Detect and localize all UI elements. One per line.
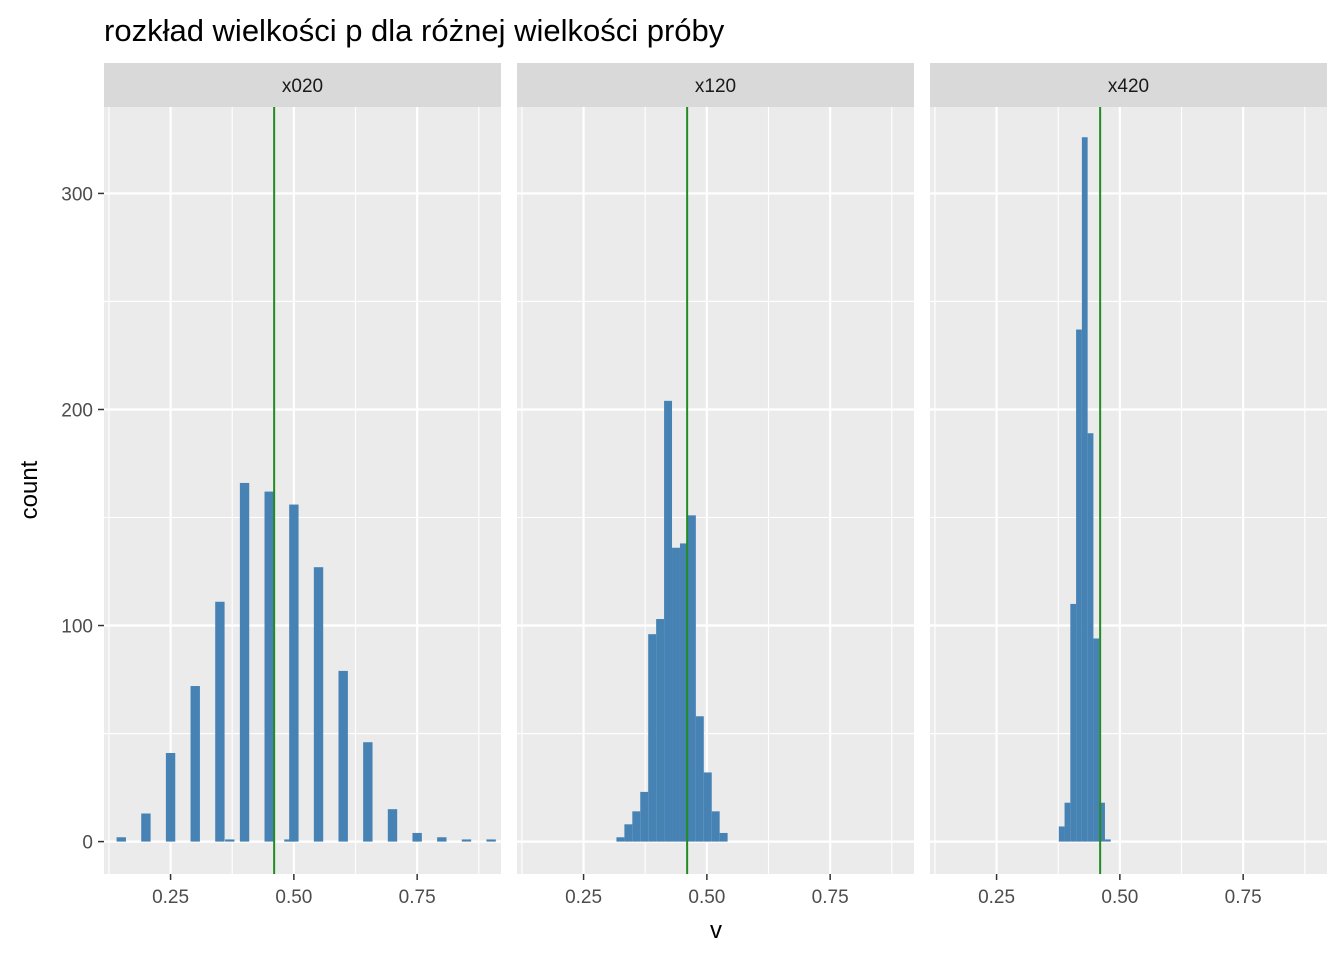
histogram-bar: [225, 839, 235, 842]
histogram-bar: [616, 837, 625, 842]
histogram-bar: [1087, 433, 1094, 842]
y-tick-label: 300: [61, 184, 93, 205]
y-tick-label: 200: [61, 400, 93, 421]
histogram-bar: [461, 839, 472, 842]
histogram-bar: [289, 504, 299, 842]
histogram-bar: [1070, 603, 1077, 842]
facet-strip-label: x420: [1108, 76, 1149, 97]
histogram-bar: [239, 482, 250, 842]
histogram-bar: [624, 824, 633, 842]
histogram-bar: [264, 491, 274, 842]
histogram-bar: [284, 839, 294, 842]
histogram-bar: [656, 619, 665, 842]
histogram-bar: [486, 839, 496, 842]
x-tick-label: 0.25: [565, 887, 602, 908]
histogram-bar: [1076, 329, 1082, 842]
facet-strip-label: x120: [695, 76, 736, 97]
x-axis-title: v: [710, 917, 722, 944]
histogram-bar: [215, 601, 225, 842]
histogram-bar: [141, 813, 151, 842]
histogram-bar: [679, 543, 688, 842]
facet-strip: [104, 63, 501, 107]
x-tick-label: 0.50: [275, 887, 312, 908]
histogram-bar: [695, 716, 704, 842]
y-tick-label: 100: [61, 617, 93, 638]
y-axis: 0 100 200 300: [61, 184, 104, 854]
histogram-bar: [1093, 638, 1100, 842]
panel-background: [930, 107, 1327, 874]
histogram-bar: [1081, 137, 1088, 842]
histogram-bar: [648, 634, 657, 842]
histogram-bar: [719, 832, 728, 842]
histogram-bar: [640, 791, 649, 842]
histogram-bar: [412, 832, 422, 842]
facet-panel-x420: x420 0.25 0.50 0.75: [930, 63, 1327, 908]
x-tick-label: 0.50: [688, 887, 725, 908]
panel-background: [104, 107, 501, 874]
histogram-bar: [703, 772, 712, 842]
histogram-bar: [387, 809, 398, 842]
y-axis-title: count: [16, 460, 43, 519]
x-tick-label: 0.25: [978, 887, 1015, 908]
facet-strip: [930, 63, 1327, 107]
histogram-bar: [1099, 802, 1105, 842]
histogram-bar: [1064, 802, 1071, 842]
facet-strip-label: x020: [282, 76, 323, 97]
histogram-bar: [687, 515, 696, 842]
histogram-bar: [1058, 826, 1065, 842]
histogram-bar: [313, 567, 324, 842]
histogram-bar: [338, 670, 348, 842]
panel-background: [517, 107, 914, 874]
histogram-bar: [632, 811, 641, 842]
histogram-bar: [1104, 839, 1111, 842]
histogram-bar: [437, 837, 447, 842]
histogram-bar: [664, 400, 673, 842]
histogram-bar: [711, 811, 720, 842]
histogram-bar: [165, 753, 176, 842]
x-tick-label: 0.75: [812, 887, 849, 908]
facet-panels: x020 0.25 0.50 0.75 x120 0.25 0.50 0.75 x420 0.25…: [104, 63, 1327, 908]
facet-panel-x020: x020 0.25 0.50 0.75: [104, 63, 501, 908]
x-tick-label: 0.50: [1101, 887, 1138, 908]
chart-title: rozkład wielkości p dla różnej wielkości…: [104, 13, 725, 48]
x-tick-label: 0.75: [1225, 887, 1262, 908]
y-tick-label: 0: [82, 833, 93, 854]
histogram-bar: [190, 686, 200, 842]
x-tick-label: 0.25: [152, 887, 189, 908]
x-tick-label: 0.75: [399, 887, 436, 908]
histogram-bar: [363, 742, 373, 842]
histogram-bar: [116, 837, 126, 842]
facet-strip: [517, 63, 914, 107]
histogram-bar: [672, 547, 680, 842]
facet-panel-x120: x120 0.25 0.50 0.75: [517, 63, 914, 908]
